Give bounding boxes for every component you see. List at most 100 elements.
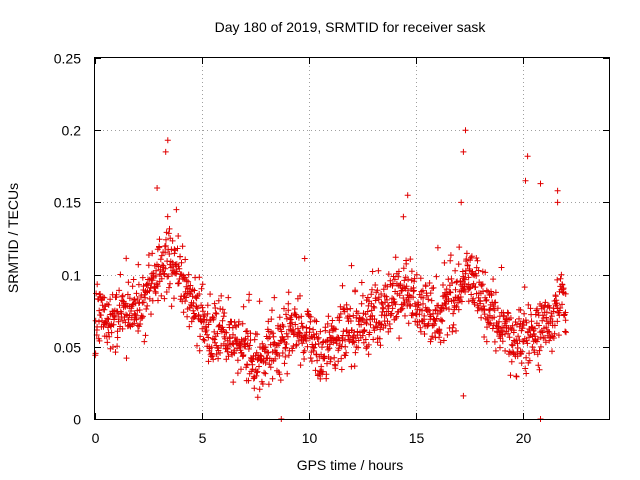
- data-point: [284, 333, 291, 340]
- data-point: [301, 255, 308, 262]
- data-point: [332, 326, 339, 333]
- data-point: [259, 340, 266, 347]
- data-point: [553, 297, 560, 304]
- data-point: [372, 323, 379, 330]
- data-point: [112, 349, 119, 356]
- data-point: [111, 314, 118, 320]
- data-point: [155, 263, 162, 270]
- data-point: [449, 280, 456, 286]
- data-point: [105, 316, 112, 323]
- chart-title: Day 180 of 2019, SRMTID for receiver sas…: [215, 19, 487, 35]
- data-point: [358, 300, 365, 307]
- data-point: [407, 302, 414, 309]
- data-point: [421, 312, 428, 319]
- data-point: [134, 296, 141, 302]
- data-point: [261, 369, 268, 376]
- data-point: [537, 343, 544, 350]
- data-point: [414, 322, 421, 328]
- data-point: [260, 355, 267, 362]
- data-point: [123, 255, 130, 262]
- plot-frame: [94, 57, 610, 420]
- data-point: [287, 323, 294, 330]
- data-point: [513, 373, 520, 380]
- data-point: [527, 305, 534, 312]
- data-point: [323, 371, 330, 378]
- data-point: [245, 346, 252, 352]
- data-point: [143, 306, 150, 312]
- data-point: [392, 301, 399, 308]
- data-point: [512, 319, 519, 325]
- data-point: [162, 242, 169, 249]
- data-point: [425, 320, 432, 327]
- data-point: [405, 298, 412, 305]
- data-point: [166, 225, 173, 232]
- data-point: [385, 328, 392, 335]
- data-point: [463, 250, 470, 257]
- data-point: [536, 366, 543, 373]
- data-point: [198, 285, 205, 292]
- data-point: [505, 310, 512, 317]
- data-point: [98, 312, 104, 319]
- data-point: [165, 230, 172, 237]
- data-point: [384, 283, 391, 290]
- data-point: [369, 268, 376, 275]
- data-point: [475, 267, 482, 274]
- data-point: [403, 257, 410, 264]
- data-point: [522, 317, 529, 324]
- data-point: [245, 297, 252, 304]
- data-point: [543, 309, 550, 316]
- data-point: [368, 291, 375, 298]
- data-point: [355, 310, 361, 317]
- data-point: [190, 300, 197, 306]
- data-point: [148, 280, 155, 287]
- data-point: [287, 316, 294, 323]
- data-point: [447, 289, 454, 296]
- data-point: [559, 301, 565, 308]
- data-point: [557, 305, 564, 311]
- data-point: [201, 337, 208, 344]
- data-point: [382, 322, 389, 329]
- data-point: [240, 303, 247, 310]
- data-point: [364, 294, 371, 301]
- data-point: [402, 312, 408, 319]
- data-point: [508, 341, 515, 348]
- data-point: [523, 370, 530, 377]
- data-point: [545, 328, 552, 335]
- data-point: [498, 264, 505, 271]
- data-point: [554, 199, 561, 206]
- data-point: [126, 295, 133, 302]
- data-point: [321, 355, 328, 362]
- data-point: [470, 271, 476, 278]
- data-point: [141, 338, 148, 345]
- data-point: [411, 275, 418, 282]
- data-point: [272, 355, 279, 362]
- data-point: [183, 277, 190, 284]
- data-point: [262, 359, 269, 366]
- data-point: [317, 375, 324, 382]
- data-point: [185, 271, 192, 278]
- data-point: [523, 337, 530, 344]
- data-point: [443, 304, 450, 311]
- data-point: [135, 281, 142, 288]
- data-point: [423, 292, 430, 299]
- data-point: [116, 302, 123, 309]
- data-point: [426, 307, 433, 314]
- data-point: [524, 153, 531, 160]
- data-point: [526, 357, 533, 364]
- data-point: [118, 310, 125, 317]
- data-point: [410, 294, 417, 301]
- grid-lines: [95, 58, 609, 419]
- data-point: [372, 297, 379, 304]
- data-point: [186, 323, 193, 330]
- data-point: [231, 350, 238, 357]
- data-point: [339, 337, 346, 344]
- data-point: [174, 245, 181, 252]
- data-point: [292, 321, 299, 328]
- data-point: [337, 303, 344, 310]
- data-point: [230, 379, 237, 386]
- data-point: [162, 148, 169, 155]
- data-point: [465, 298, 472, 305]
- data-point: [324, 320, 331, 327]
- data-point: [369, 312, 376, 319]
- data-point: [135, 261, 142, 268]
